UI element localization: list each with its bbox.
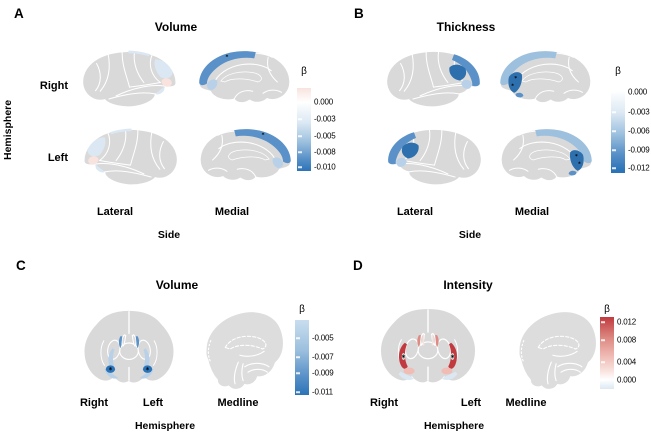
col-label-right: Right — [79, 397, 109, 409]
col-label-medline: Medline — [505, 397, 547, 409]
row-label-right: Right — [39, 80, 68, 92]
brain-B-right-medial — [499, 50, 592, 104]
panel-B-title: Thickness — [436, 20, 496, 34]
colorbar-B-tick: -0.003 — [628, 107, 650, 117]
colorbar-D-tick: 0.000 — [617, 375, 637, 385]
colorbar-D — [600, 317, 614, 389]
colorbar-C-tick: -0.009 — [312, 368, 334, 378]
brain-C-coronal — [76, 305, 182, 387]
colorbar-A-tick: -0.003 — [314, 114, 336, 124]
col-label-left: Left — [460, 397, 482, 409]
brain-C-sagittal — [205, 310, 285, 390]
brain-B-right-lateral — [386, 50, 481, 108]
colorbar-A-tick: -0.005 — [314, 131, 336, 141]
brain-A-right-lateral — [82, 50, 177, 108]
colorbar-D-tick: 0.004 — [617, 357, 637, 367]
colorbar-D-tick: 0.012 — [617, 317, 637, 327]
panel-D-title: Intensity — [443, 278, 493, 292]
col-label-left: Left — [142, 397, 164, 409]
brain-A-right-medial — [198, 50, 291, 104]
panel-label-D: D — [353, 258, 363, 273]
col-label-lateral: Lateral — [96, 206, 134, 218]
row-label-left: Left — [47, 152, 68, 164]
panel-B: B Thickness Lateral Medial Side β 0.000 … — [320, 0, 651, 250]
colorbar-C-tick: -0.005 — [312, 333, 334, 343]
brain-A-left-lateral — [83, 128, 178, 186]
colorbar-C — [295, 320, 309, 395]
colorbar-B-tick: -0.009 — [628, 145, 650, 155]
col-label-medial: Medial — [214, 206, 250, 218]
panel-D: D Intensity Right Left Medline Hemispher… — [320, 250, 651, 446]
colorbar-C-tick: -0.011 — [312, 387, 333, 397]
panel-A-y-axis-label: Hemisphere — [2, 99, 14, 161]
colorbar-C-tick: -0.007 — [312, 352, 334, 362]
colorbar-C-title: β — [299, 304, 305, 315]
panel-label-B: B — [354, 6, 364, 21]
brain-B-left-lateral — [387, 128, 482, 186]
col-label-lateral: Lateral — [396, 206, 434, 218]
colorbar-B — [611, 85, 625, 173]
col-label-right: Right — [369, 397, 399, 409]
colorbar-D-tick: 0.008 — [617, 335, 637, 345]
panel-D-x-axis-label: Hemisphere — [423, 420, 485, 432]
colorbar-B-tick: 0.000 — [628, 87, 648, 97]
colorbar-B-tick: -0.006 — [628, 126, 650, 136]
colorbar-B-tick: -0.012 — [628, 163, 650, 173]
panel-A: A Volume Hemisphere Right Left Lateral M… — [0, 0, 336, 250]
colorbar-A-tick: -0.010 — [314, 162, 336, 172]
col-label-medial: Medial — [514, 206, 550, 218]
colorbar-A-tick: -0.008 — [314, 147, 336, 157]
brain-A-left-medial — [199, 128, 292, 182]
brain-D-sagittal — [518, 310, 598, 390]
panel-label-A: A — [14, 6, 24, 21]
colorbar-A-title: β — [301, 66, 307, 77]
colorbar-A-tick: 0.000 — [314, 97, 334, 107]
colorbar-D-title: β — [604, 304, 610, 315]
panel-B-x-axis-label: Side — [458, 229, 482, 241]
colorbar-A — [297, 88, 311, 171]
brain-B-left-medial — [500, 128, 593, 182]
panel-C-title: Volume — [155, 278, 199, 292]
panel-A-title: Volume — [154, 20, 198, 34]
panel-C-x-axis-label: Hemisphere — [134, 420, 196, 432]
brain-D-coronal — [372, 303, 484, 387]
col-label-medline: Medline — [217, 397, 259, 409]
panel-A-x-axis-label: Side — [157, 229, 181, 241]
panel-label-C: C — [16, 258, 26, 273]
colorbar-B-title: β — [615, 66, 621, 77]
panel-C: C Volume Right Left Medline Hemisphere β… — [0, 250, 334, 446]
